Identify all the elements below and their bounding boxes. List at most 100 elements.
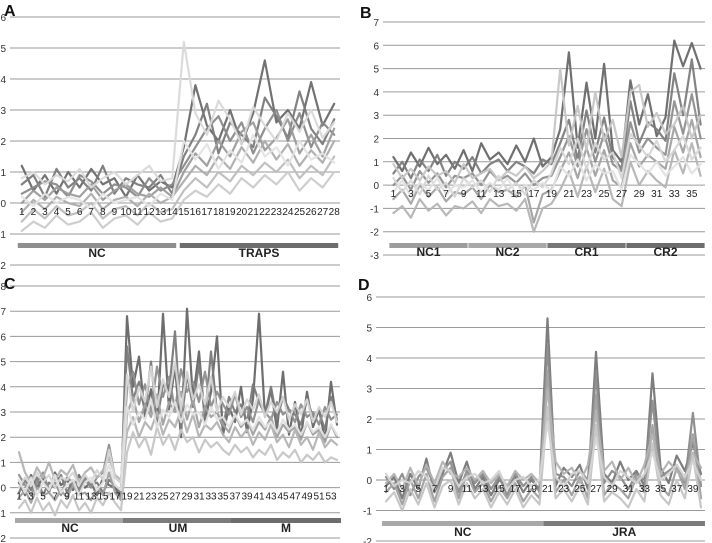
panel-a-group-label: TRAPS [239, 246, 280, 260]
panel-c-ytick-label: 1 [0, 458, 6, 469]
panel-a-xtick-label: 3 [42, 207, 48, 218]
panel-a-xtick-label: 15 [178, 207, 190, 218]
panel-c-xtick-label: 35 [217, 492, 229, 503]
panel-d-letter: D [358, 277, 370, 294]
panel-b-group-bar [626, 243, 705, 248]
panel-d-group-label: NC [454, 525, 472, 539]
panel-a-xtick-label: 6 [77, 207, 83, 218]
panel-a-xtick-label: 19 [225, 207, 237, 218]
panel-d-xtick-label: 39 [687, 484, 699, 495]
panel-d-xtick-label: 7 [432, 484, 438, 495]
panel-c-xtick-label: 47 [289, 492, 301, 503]
panel-a-xtick-label: 22 [259, 207, 271, 218]
panel-d-ytick-label: -1 [363, 507, 372, 518]
panel-a-ytick-label: 2 [0, 137, 6, 148]
panel-d-xtick-label: 1 [383, 484, 389, 495]
panel-d-group-bar [543, 521, 705, 526]
panel-c-xtick-label: 37 [229, 492, 241, 503]
panel-b-letter: B [360, 5, 372, 22]
panel-b-xtick-label: 13 [493, 189, 505, 200]
panel-d-ytick-label: -2 [363, 537, 372, 543]
panel-a-series-line [20, 40, 336, 189]
panel-b-series-line [392, 67, 702, 184]
panel-b-ytick-label: 0 [373, 181, 379, 192]
panel-a-xtick-label: 25 [294, 207, 306, 218]
panel-b-xtick-label: 3 [408, 189, 414, 200]
panel-b-xtick-label: 1 [391, 189, 397, 200]
panel-b-ytick-label: -3 [370, 251, 379, 262]
panel-a-xtick-label: 8 [100, 207, 106, 218]
panel-c-xtick-label: 43 [265, 492, 277, 503]
panel-b-xtick-label: 15 [511, 189, 523, 200]
panel-c-ytick-label: 7 [0, 307, 6, 318]
panel-b-group-label: CR1 [574, 245, 598, 259]
panel-a-series-line [20, 155, 336, 223]
panel-c-ytick-label: 2 [0, 433, 6, 444]
panel-c-ytick-label: 3 [0, 408, 6, 419]
panel-d-xtick-label: 25 [574, 484, 586, 495]
panel-a-letter: A [4, 3, 16, 20]
panel-d-ytick-label: 0 [366, 476, 372, 487]
panel-a-xtick-label: 24 [282, 207, 294, 218]
panel-b-xtick-label: 21 [563, 189, 575, 200]
panel-a-series-line [20, 170, 336, 232]
panel-b-xtick-label: 7 [443, 189, 449, 200]
panel-c-xtick-label: 13 [85, 492, 97, 503]
panel-a-xtick-label: 2 [31, 207, 37, 218]
panel-d-ytick-label: 6 [366, 293, 372, 304]
panel-c-letter: C [4, 276, 16, 293]
panel-a-xtick-label: 23 [271, 207, 283, 218]
panel-b-ytick-label: -1 [370, 204, 379, 215]
panel-a-ytick-label: 5 [0, 44, 6, 55]
panel-d-xtick-label: 9 [448, 484, 454, 495]
panel-a-group-bar [17, 243, 177, 248]
panel-c-xtick-label: 5 [40, 492, 46, 503]
panel-c-xtick-label: 51 [313, 492, 325, 503]
panel-d-series-line [384, 421, 703, 491]
panel-a-xtick-label: 4 [54, 207, 60, 218]
panel-c-group-label: UM [169, 521, 188, 535]
panel-b-ytick-label: 2 [373, 135, 379, 146]
panel-c-ytick-label: -1 [0, 509, 6, 520]
panel-b-xtick-label: 29 [634, 189, 646, 200]
panel-b-xtick-label: 31 [651, 189, 663, 200]
panel-a-xtick-label: 26 [306, 207, 318, 218]
panel-b-ytick-label: 5 [373, 65, 379, 76]
panel-b-ytick-label: 7 [373, 18, 379, 29]
panel-d-xtick-label: 23 [558, 484, 570, 495]
panel-b-series-line [392, 132, 702, 198]
panel-d-ytick-label: 4 [366, 354, 372, 365]
panel-b-xtick-label: 35 [686, 189, 698, 200]
panel-d-xtick-label: 33 [639, 484, 651, 495]
panel-c-group-label: NC [61, 521, 79, 535]
panel-a-series-line [20, 133, 336, 211]
panel-c-ytick-label: 8 [0, 282, 6, 293]
panel-a-ytick-label: 4 [0, 75, 6, 86]
panel-b-ytick-label: 4 [373, 88, 379, 99]
panel-d-xtick-label: 27 [590, 484, 602, 495]
panel-c-xtick-label: 27 [169, 492, 181, 503]
panel-a-xtick-label: 18 [213, 207, 225, 218]
panel-b-xtick-label: 11 [476, 189, 487, 200]
panel-c-ytick-label: 6 [0, 332, 6, 343]
panel-a-ytick-label: -1 [0, 230, 6, 241]
panel-b-ytick-label: -2 [370, 228, 379, 239]
panel-b-group-bar [547, 243, 626, 248]
panel-a-ytick-label: -2 [0, 261, 6, 272]
panel-c-xtick-label: 7 [52, 492, 58, 503]
panel-b-xtick-label: 33 [669, 189, 681, 200]
panel-d-xtick-label: 31 [623, 484, 635, 495]
panel-c-xtick-label: 49 [301, 492, 313, 503]
panel-d-xtick-label: 11 [462, 484, 473, 495]
panel-a-ytick-label: 3 [0, 106, 6, 117]
panel-d-xtick-label: 5 [416, 484, 422, 495]
panel-a-xtick-label: 9 [112, 207, 118, 218]
panel-a-xtick-label: 14 [167, 207, 179, 218]
panel-c-group-bar [123, 518, 233, 523]
panel-a-group-bar [179, 243, 339, 248]
panel-a-series-line [20, 139, 336, 214]
panel-c-xtick-label: 17 [109, 492, 121, 503]
panel-c-xtick-label: 53 [325, 492, 337, 503]
panel-c-xtick-label: 21 [133, 492, 145, 503]
panel-a-xtick-label: 13 [155, 207, 167, 218]
